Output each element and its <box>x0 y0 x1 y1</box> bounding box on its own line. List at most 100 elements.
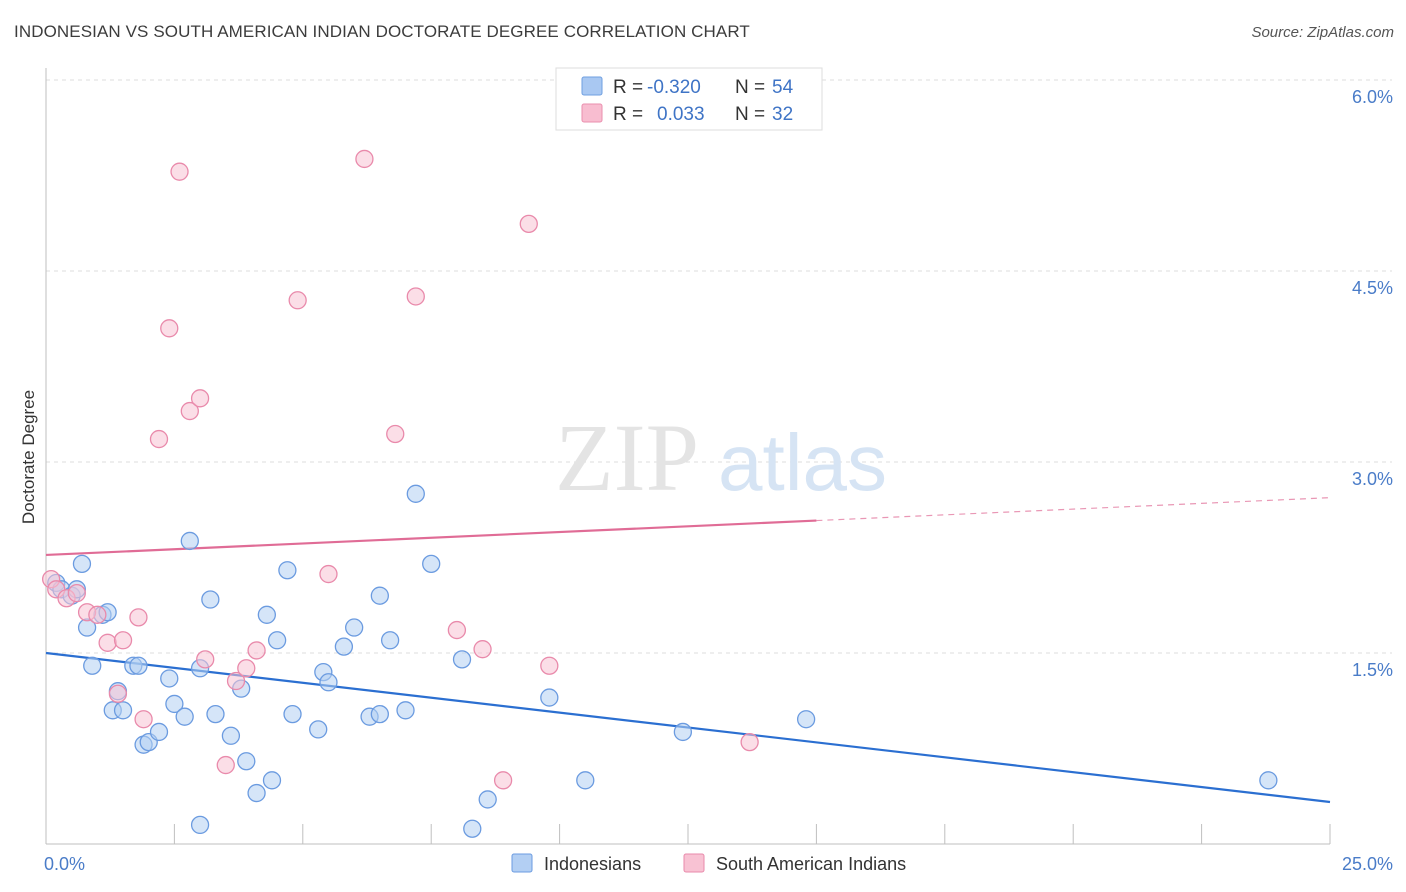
legend-label-indonesians: Indonesians <box>544 854 641 874</box>
point-s0-25 <box>247 783 266 803</box>
point-s0-30 <box>309 720 328 739</box>
point-s1-8 <box>113 631 133 650</box>
point-s0-41 <box>422 554 441 574</box>
stats-n-value-2: 32 <box>772 104 793 125</box>
point-s0-32 <box>319 673 338 692</box>
point-s1-22 <box>319 564 338 584</box>
trend-line-1 <box>45 519 817 557</box>
stats-n-label-1: N = <box>735 77 765 98</box>
point-s0-17 <box>165 694 184 714</box>
legend-swatch-south-american-indians <box>683 853 705 873</box>
point-s0-33 <box>334 637 354 656</box>
point-s1-27 <box>473 640 492 659</box>
point-s1-21 <box>288 291 307 310</box>
point-s0-26 <box>257 605 276 624</box>
point-s0-34 <box>345 618 364 637</box>
point-s0-12 <box>129 656 148 675</box>
y-axis-title: Doctorate Degree <box>19 390 38 524</box>
point-s0-37 <box>370 586 389 605</box>
point-s1-3 <box>67 584 86 603</box>
point-s1-18 <box>226 671 246 691</box>
y-tick-label-0: 1.5% <box>1352 660 1393 680</box>
point-s1-5 <box>88 605 107 624</box>
y-tick-labels: 1.5% 3.0% 4.5% 6.0% <box>1352 87 1393 680</box>
y-tick-label-2: 4.5% <box>1352 278 1393 298</box>
legend-swatch-indonesians <box>511 853 533 873</box>
x-tick-label-max: 25.0% <box>1342 854 1393 874</box>
stats-legend: R = -0.320 N = 54 R = 0.033 N = 32 <box>555 67 823 131</box>
point-s1-9 <box>129 608 148 627</box>
point-s0-46 <box>673 722 693 742</box>
stats-r-label-2: R = <box>613 104 643 125</box>
point-s0-6 <box>83 656 102 675</box>
point-s1-10 <box>134 710 153 729</box>
point-s1-28 <box>493 771 513 790</box>
point-s0-19 <box>180 531 199 551</box>
point-s1-25 <box>406 287 425 306</box>
point-s1-6 <box>98 633 117 652</box>
point-s0-16 <box>160 669 179 688</box>
stats-n-label-2: N = <box>735 104 765 125</box>
point-s1-13 <box>170 162 189 181</box>
point-s1-30 <box>540 656 559 675</box>
point-s0-28 <box>278 561 297 580</box>
point-s1-7 <box>108 684 128 703</box>
point-s0-48 <box>1259 771 1278 790</box>
point-s1-31 <box>740 732 759 752</box>
stats-r-value-2: 0.033 <box>657 104 705 125</box>
series-legend: Indonesians South American Indians <box>511 853 906 874</box>
watermark-zip: ZIP <box>555 404 699 511</box>
point-s1-20 <box>247 641 266 660</box>
data-points <box>41 149 1278 838</box>
point-s0-51 <box>262 771 282 790</box>
point-s0-27 <box>267 631 287 650</box>
stats-r-value-1: -0.320 <box>647 77 701 98</box>
point-s0-24 <box>237 752 256 771</box>
source-label: Source: ZipAtlas.com <box>1251 24 1394 41</box>
point-s1-12 <box>160 319 179 338</box>
stats-r-label-1: R = <box>613 77 643 98</box>
point-s0-43 <box>478 790 497 809</box>
stats-n-value-1: 54 <box>772 77 794 98</box>
point-s1-19 <box>237 659 256 678</box>
watermark: ZIP atlas <box>555 404 887 511</box>
point-s0-39 <box>396 701 415 720</box>
stats-swatch-indonesians <box>581 76 603 96</box>
point-s0-50 <box>190 815 210 835</box>
trend-line-extension-1 <box>816 497 1331 522</box>
point-s1-14 <box>180 401 199 421</box>
point-s0-42 <box>452 650 472 669</box>
point-s1-16 <box>196 650 215 669</box>
point-s0-21 <box>206 704 225 724</box>
stats-swatch-south-american-indians <box>581 103 603 123</box>
point-s1-17 <box>216 755 235 775</box>
point-s0-29 <box>283 704 302 724</box>
point-s0-36 <box>370 704 389 724</box>
point-s0-44 <box>540 688 559 707</box>
point-s1-11 <box>149 429 169 449</box>
grid-lines <box>46 79 1392 654</box>
point-s0-40 <box>406 484 425 503</box>
point-s1-26 <box>447 620 467 640</box>
point-s0-22 <box>221 726 241 745</box>
point-s0-49 <box>463 819 482 838</box>
point-s0-15 <box>149 722 169 742</box>
point-s0-47 <box>796 710 816 729</box>
axes <box>45 68 1331 845</box>
point-s0-10 <box>113 701 133 720</box>
x-tick-label-min: 0.0% <box>44 854 85 874</box>
point-s0-18 <box>175 707 194 726</box>
point-s0-45 <box>576 771 595 790</box>
chart-title: INDONESIAN VS SOUTH AMERICAN INDIAN DOCT… <box>14 22 750 41</box>
point-s1-15 <box>190 389 210 408</box>
point-s0-38 <box>380 631 400 650</box>
point-s0-4 <box>72 554 92 574</box>
point-s1-29 <box>519 214 538 234</box>
y-tick-label-1: 3.0% <box>1352 469 1393 489</box>
point-s1-24 <box>386 424 405 444</box>
y-tick-label-3: 6.0% <box>1352 87 1393 107</box>
legend-label-south-american-indians: South American Indians <box>716 854 906 874</box>
watermark-atlas: atlas <box>718 418 887 507</box>
point-s0-52 <box>201 590 220 609</box>
